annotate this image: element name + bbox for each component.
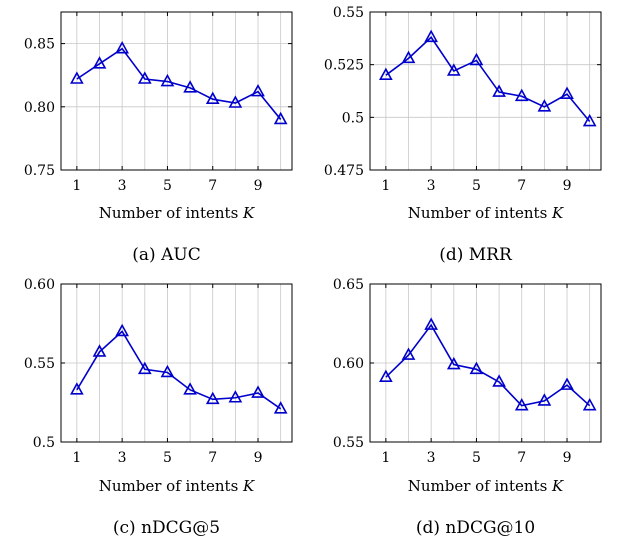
chart-panel-3: 0.5 0.55 0.60 1 3 5 7 9 Number of intents K (c) n… bbox=[24, 277, 293, 538]
x-tick-label: 9 bbox=[254, 178, 263, 194]
data-point-7 bbox=[205, 391, 220, 405]
x-tick-label: 9 bbox=[254, 450, 263, 466]
x-axis-label: Number of intents K bbox=[408, 204, 564, 222]
x-tick-label: 1 bbox=[72, 450, 81, 466]
data-point-8 bbox=[537, 99, 552, 112]
data-point-2 bbox=[401, 50, 416, 64]
series-line bbox=[385, 36, 591, 123]
series-line bbox=[76, 330, 282, 410]
x-tick-label: 1 bbox=[72, 178, 81, 194]
data-point-7 bbox=[514, 88, 529, 102]
data-point-1 bbox=[69, 382, 84, 395]
x-axis-label: Number of intents K bbox=[408, 477, 564, 495]
data-point-1 bbox=[69, 71, 84, 84]
data-point-2 bbox=[92, 344, 107, 357]
y-tick-label: 0.5 bbox=[33, 435, 55, 451]
data-point-5 bbox=[160, 73, 175, 87]
x-tick-label: 3 bbox=[118, 450, 127, 466]
x-tick-label: 5 bbox=[163, 450, 172, 466]
chart-panel-4: 0.55 0.60 0.65 1 3 5 7 9 Number of intents K (d) … bbox=[333, 277, 602, 538]
panel-caption: (d) MRR bbox=[439, 245, 513, 265]
data-point-6 bbox=[492, 374, 506, 387]
data-point-4 bbox=[446, 63, 461, 76]
y-tick-label: 0.55 bbox=[333, 5, 364, 21]
series-line bbox=[385, 323, 591, 407]
y-tick-label: 0.65 bbox=[333, 277, 364, 293]
data-point-4 bbox=[446, 356, 461, 370]
x-tick-label: 5 bbox=[163, 178, 172, 194]
y-tick-label: 0.85 bbox=[24, 37, 55, 53]
y-tick-label: 0.5 bbox=[342, 110, 364, 126]
chart-panel-2: 0.475 0.5 0.525 0.55 1 3 5 7 9 Number of intents … bbox=[324, 5, 602, 265]
data-point-3 bbox=[424, 317, 439, 330]
data-point-4 bbox=[137, 361, 152, 375]
data-point-2 bbox=[92, 56, 107, 69]
x-axis-label: Number of intents K bbox=[99, 477, 255, 495]
data-point-5 bbox=[469, 52, 484, 66]
x-tick-label: 5 bbox=[472, 178, 481, 194]
x-tick-label: 1 bbox=[381, 178, 390, 194]
data-point-3 bbox=[115, 40, 130, 54]
data-point-9 bbox=[560, 86, 574, 99]
x-tick-label: 1 bbox=[381, 450, 390, 466]
data-point-5 bbox=[160, 364, 175, 378]
data-point-6 bbox=[183, 382, 197, 395]
data-point-8 bbox=[228, 95, 243, 108]
panel-caption: (a) AUC bbox=[132, 245, 200, 265]
panel-caption: (c) nDCG@5 bbox=[113, 518, 220, 538]
x-tick-label: 3 bbox=[427, 178, 436, 194]
data-point-10 bbox=[582, 113, 597, 127]
x-tick-label: 9 bbox=[563, 178, 572, 194]
data-point-8 bbox=[537, 393, 552, 406]
x-tick-label: 7 bbox=[208, 450, 217, 466]
data-point-6 bbox=[492, 84, 506, 97]
plot-frame bbox=[369, 11, 602, 171]
x-tick-label: 3 bbox=[427, 450, 436, 466]
y-tick-label: 0.60 bbox=[333, 356, 364, 372]
y-tick-label: 0.55 bbox=[333, 435, 364, 451]
plot-frame bbox=[60, 11, 293, 171]
data-point-1 bbox=[378, 369, 393, 383]
y-tick-label: 0.475 bbox=[324, 163, 364, 179]
y-tick-label: 0.525 bbox=[324, 58, 364, 74]
data-point-6 bbox=[183, 80, 197, 93]
panel-caption: (d) nDCG@10 bbox=[416, 518, 535, 538]
data-point-8 bbox=[228, 390, 243, 403]
data-point-7 bbox=[514, 397, 529, 411]
data-point-9 bbox=[560, 377, 574, 390]
x-tick-label: 5 bbox=[472, 450, 481, 466]
series-line bbox=[76, 47, 282, 120]
data-point-9 bbox=[251, 385, 265, 398]
y-tick-label: 0.80 bbox=[24, 100, 55, 116]
x-tick-label: 9 bbox=[563, 450, 572, 466]
y-tick-label: 0.55 bbox=[24, 356, 55, 372]
data-point-7 bbox=[205, 91, 220, 105]
y-tick-label: 0.75 bbox=[24, 163, 55, 179]
data-point-10 bbox=[273, 111, 288, 125]
x-tick-label: 7 bbox=[517, 178, 526, 194]
data-point-5 bbox=[469, 361, 484, 375]
data-point-9 bbox=[251, 83, 265, 97]
x-tick-label: 7 bbox=[208, 178, 217, 194]
data-point-1 bbox=[378, 67, 393, 80]
data-point-10 bbox=[273, 401, 288, 414]
data-point-10 bbox=[582, 397, 597, 411]
data-point-3 bbox=[424, 29, 439, 43]
data-point-4 bbox=[137, 71, 152, 84]
chart-panel-1: 0.75 0.80 0.85 1 3 5 7 9 Number of intents K (a) … bbox=[24, 11, 293, 265]
x-tick-label: 7 bbox=[517, 450, 526, 466]
x-axis-label: Number of intents K bbox=[99, 204, 255, 222]
data-point-2 bbox=[401, 347, 416, 360]
x-tick-label: 3 bbox=[118, 178, 127, 194]
y-tick-label: 0.60 bbox=[24, 277, 55, 293]
data-point-3 bbox=[115, 323, 130, 337]
